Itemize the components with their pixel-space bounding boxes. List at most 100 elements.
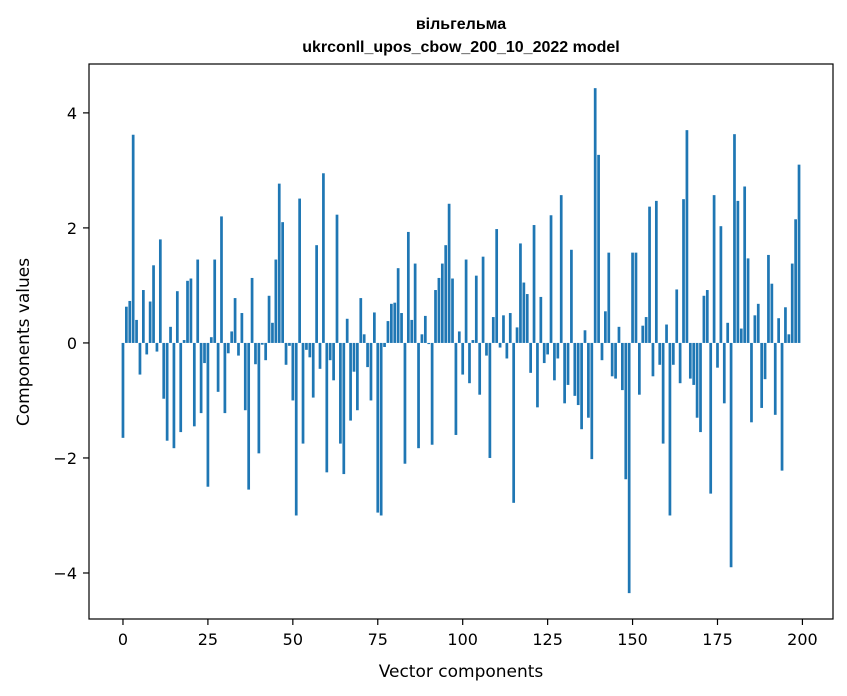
y-tick-label: −4 <box>53 564 77 583</box>
bar-32 <box>230 331 234 343</box>
bar-156 <box>651 342 655 377</box>
bar-52 <box>298 198 301 343</box>
bar-87 <box>417 342 420 449</box>
bar-138 <box>590 342 594 460</box>
y-tick-label: 0 <box>67 334 77 353</box>
bar-94 <box>440 263 444 343</box>
bar-83 <box>403 342 407 464</box>
bar-34 <box>237 342 240 356</box>
bar-112 <box>502 315 505 343</box>
bar-158 <box>658 342 662 365</box>
x-tick-label: 75 <box>368 630 388 649</box>
bar-48 <box>284 342 288 365</box>
bar-137 <box>587 342 590 418</box>
bar-194 <box>780 342 784 471</box>
bar-0 <box>121 342 125 438</box>
bar-101 <box>464 259 468 343</box>
bar-102 <box>468 342 471 384</box>
bar-42 <box>264 342 268 361</box>
bar-110 <box>495 229 499 343</box>
bar-20 <box>189 278 193 343</box>
x-tick-label: 0 <box>118 630 128 649</box>
bar-129 <box>559 195 563 343</box>
bar-29 <box>220 216 223 343</box>
bar-106 <box>481 256 485 343</box>
bar-196 <box>787 334 791 343</box>
bar-84 <box>406 231 410 343</box>
bar-51 <box>294 342 298 516</box>
bar-47 <box>281 222 284 343</box>
bar-178 <box>726 322 730 343</box>
bar-113 <box>505 342 509 359</box>
bar-46 <box>277 183 281 343</box>
bar-199 <box>797 164 801 343</box>
bar-39 <box>254 342 257 365</box>
bar-7 <box>145 342 149 355</box>
bar-88 <box>420 334 424 343</box>
bar-119 <box>525 294 529 343</box>
bar-13 <box>165 342 169 441</box>
bar-80 <box>393 302 397 343</box>
bar-142 <box>604 311 607 343</box>
bar-89 <box>423 315 427 343</box>
bar-2 <box>128 300 132 343</box>
bar-15 <box>172 342 176 449</box>
x-tick-label: 100 <box>447 630 478 649</box>
bar-30 <box>223 342 227 414</box>
bar-176 <box>719 226 723 343</box>
bar-164 <box>678 342 682 384</box>
bar-145 <box>614 342 617 379</box>
x-axis-ticks: 0 25 50 75 100 125 150 175 200 <box>118 619 818 649</box>
bar-91 <box>430 342 434 445</box>
bar-186 <box>753 315 757 343</box>
bar-130 <box>563 342 566 404</box>
bar-72 <box>366 342 369 368</box>
bar-127 <box>553 342 556 381</box>
chart-title-line-2: ukrconll_upos_cbow_200_10_2022 model <box>302 39 619 56</box>
bar-76 <box>379 342 383 516</box>
bar-59 <box>322 173 325 343</box>
bar-151 <box>634 252 638 343</box>
bar-79 <box>390 303 393 343</box>
bar-16 <box>175 291 179 343</box>
bar-191 <box>770 283 774 343</box>
bar-90 <box>427 342 431 345</box>
bar-182 <box>739 328 743 343</box>
bar-163 <box>675 289 679 343</box>
bar-50 <box>291 342 295 401</box>
bar-35 <box>240 313 244 343</box>
bar-28 <box>216 342 220 392</box>
bar-56 <box>311 342 315 398</box>
bar-75 <box>376 342 380 513</box>
bar-169 <box>695 342 699 418</box>
bar-118 <box>522 282 526 343</box>
bar-166 <box>685 130 689 343</box>
bar-111 <box>498 342 502 348</box>
bar-120 <box>529 342 532 373</box>
bar-154 <box>644 317 648 343</box>
bar-12 <box>162 342 166 399</box>
bar-8 <box>148 301 152 343</box>
bar-74 <box>373 312 376 343</box>
bar-22 <box>196 259 200 343</box>
bar-24 <box>203 342 206 364</box>
bar-3 <box>131 134 135 343</box>
bar-107 <box>485 342 488 356</box>
bar-157 <box>654 200 658 343</box>
bar-165 <box>682 199 685 343</box>
x-tick-label: 175 <box>702 630 733 649</box>
bar-60 <box>325 342 329 473</box>
bar-82 <box>400 313 403 343</box>
bar-43 <box>267 295 271 343</box>
bar-168 <box>692 342 696 385</box>
bar-175 <box>716 342 719 368</box>
bar-115 <box>512 342 516 503</box>
bar-134 <box>576 342 580 406</box>
bar-26 <box>209 337 213 343</box>
bar-68 <box>352 342 356 372</box>
bar-180 <box>733 134 736 343</box>
x-tick-label: 150 <box>617 630 648 649</box>
bar-159 <box>661 342 665 444</box>
bar-174 <box>712 195 716 343</box>
bar-54 <box>305 342 308 350</box>
